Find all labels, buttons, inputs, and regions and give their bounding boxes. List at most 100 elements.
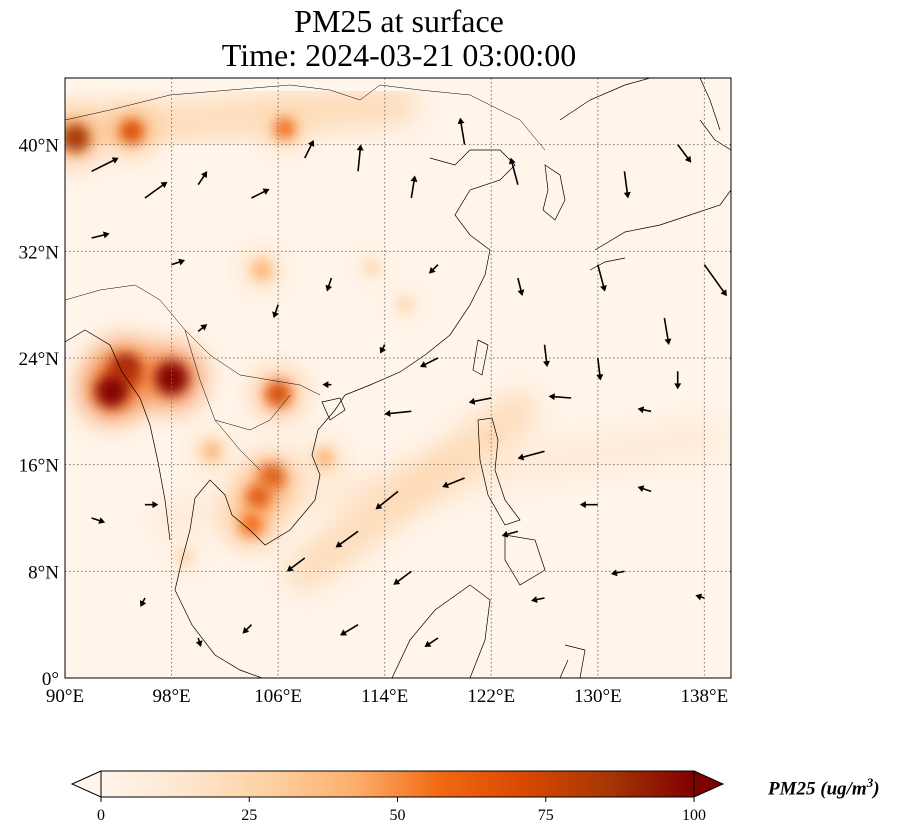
lon-tick-label: 106°E: [254, 686, 302, 707]
coastline-borneo: [391, 584, 491, 678]
country-border-south: [65, 284, 321, 471]
colorbar-label: PM25 (ug/m3): [768, 775, 880, 800]
colorbar-tick-label: 100: [682, 807, 706, 824]
wind-arrow: [703, 264, 727, 297]
pm25-hotspot: [202, 442, 221, 460]
colorbar-max-extend: [693, 770, 725, 798]
lon-tick-label: 114°E: [361, 686, 408, 707]
wind-arrow: [424, 637, 439, 647]
pm25-hotspot: [364, 260, 379, 275]
pm25-hotspot: [119, 119, 144, 144]
wind-arrow: [663, 317, 672, 345]
colorbar-tick-label: 50: [390, 807, 406, 824]
wind-arrow: [517, 450, 545, 461]
coastline-korea: [542, 164, 566, 221]
wind-arrow: [677, 144, 692, 163]
coastlines: [65, 78, 731, 678]
wind-arrow: [543, 344, 550, 368]
wind-arrow: [144, 501, 159, 509]
coastline-luzon: [477, 417, 521, 526]
wind-arrow: [171, 258, 186, 266]
lat-tick-label: 8°N: [28, 562, 59, 583]
pm25-hotspot: [240, 513, 263, 537]
wind-arrow: [375, 490, 399, 510]
lon-tick-label: 90°E: [46, 686, 84, 707]
map-frame: [64, 77, 732, 679]
wind-arrow: [501, 530, 519, 538]
wind-arrow: [579, 501, 598, 509]
coastline-bay-of-bengal: [65, 329, 171, 541]
pm25-hotspot: [65, 123, 90, 153]
colorbar-min-extend: [70, 770, 102, 798]
coastline-indochina: [174, 394, 346, 678]
axis-ticks: 90°E 98°E 106°E 114°E 122°E 130°E 138°E 0° 8°N 16…: [19, 136, 729, 707]
lat-tick-label: 32°N: [19, 242, 60, 263]
colorbar-ticks: 0 25 50 75 100: [97, 797, 706, 824]
wind-arrow: [610, 569, 625, 577]
page-title: PM25 at surface Time: 2024-03-21 03:00:0…: [0, 4, 798, 72]
wind-arrow: [428, 264, 439, 274]
wind-arrow: [623, 171, 631, 199]
wind-arrow: [272, 304, 279, 319]
colorbar-tick-label: 0: [97, 807, 105, 824]
wind-arrow: [548, 393, 572, 401]
colorbar-label-main: PM25 (ug/m: [768, 778, 867, 800]
country-border-north: [65, 84, 546, 151]
wind-arrow: [442, 477, 465, 489]
title-line-2: Time: 2024-03-21 03:00:00: [221, 37, 577, 73]
wind-arrow: [197, 324, 208, 332]
wind-arrow: [597, 264, 607, 292]
colorbar-label-sup: 3: [866, 775, 874, 790]
wind-arrow: [251, 188, 270, 199]
wind-arrow: [356, 144, 364, 172]
colorbar-gradient: [100, 770, 695, 798]
coastline-japan: [589, 119, 731, 271]
wind-arrow: [410, 175, 418, 199]
pm25-hotspot: [274, 117, 296, 140]
wind-arrow: [531, 596, 545, 603]
colorbar: 0 25 50 75 100: [70, 770, 725, 824]
wind-arrow: [419, 357, 439, 368]
wind-vectors: [91, 117, 727, 647]
coastline-mindanao: [504, 534, 546, 586]
lat-tick-label: 0°: [42, 669, 59, 690]
wind-arrow: [144, 181, 168, 199]
coastline-russia: [559, 78, 721, 131]
lon-tick-label: 98°E: [152, 686, 190, 707]
wind-arrow: [508, 157, 519, 185]
title-line-1: PM25 at surface: [294, 3, 504, 39]
wind-arrow: [197, 171, 208, 186]
wind-arrow: [335, 530, 359, 548]
wind-arrow: [393, 570, 412, 585]
pm25-hotspot: [176, 550, 193, 566]
wind-arrow: [322, 381, 332, 389]
wind-arrow: [242, 624, 253, 634]
lat-tick-label: 16°N: [19, 456, 60, 477]
wind-arrow: [637, 406, 652, 414]
lat-tick-label: 40°N: [19, 136, 60, 157]
wind-arrow: [674, 371, 682, 390]
wind-arrow: [325, 277, 333, 292]
wind-arrow: [596, 357, 604, 381]
wind-arrow: [91, 157, 119, 173]
lat-tick-label: 24°N: [19, 349, 60, 370]
wind-arrow: [468, 397, 492, 405]
pm25-map: 90°E 98°E 106°E 114°E 122°E 130°E 138°E 0° 8°N 16…: [19, 77, 732, 707]
wind-arrow: [379, 344, 386, 354]
wind-arrow: [695, 593, 705, 601]
pm25-hotspot: [95, 375, 128, 408]
coastline-taiwan: [472, 339, 489, 376]
pm25-hotspot: [397, 297, 412, 312]
colorbar-tick-label: 75: [538, 807, 554, 824]
wind-arrow: [195, 637, 203, 647]
colorbar-tick-label: 25: [241, 807, 257, 824]
lon-tick-label: 138°E: [681, 686, 729, 707]
coastline-hainan: [321, 397, 346, 421]
wind-arrow: [340, 623, 359, 636]
wind-arrow: [139, 597, 147, 607]
lon-tick-label: 122°E: [467, 686, 515, 707]
coastline-sulawesi: [559, 644, 586, 678]
wind-arrow: [384, 409, 412, 417]
wind-arrow: [91, 517, 106, 524]
wind-arrow: [457, 117, 466, 145]
